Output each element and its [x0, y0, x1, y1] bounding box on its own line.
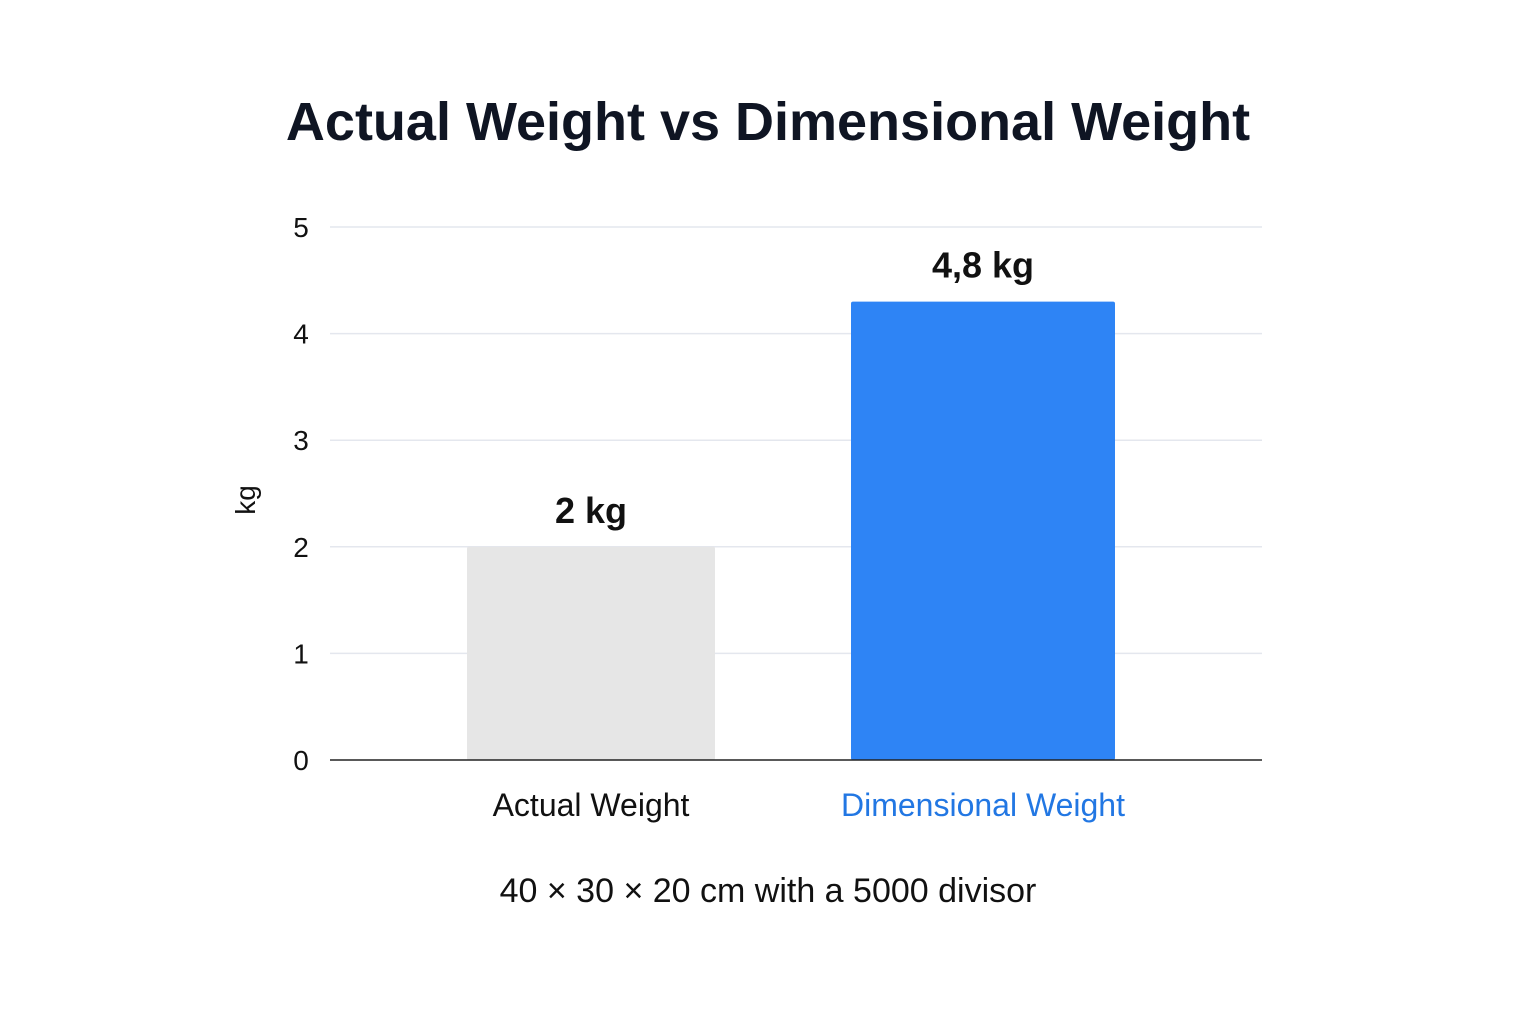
y-axis-ticks: 0 1 2 3 4 5: [293, 212, 309, 776]
bar: [467, 546, 715, 760]
y-axis-title: kg: [230, 485, 261, 515]
chart-title: Actual Weight vs Dimensional Weight: [286, 92, 1250, 152]
y-tick-label: 5: [293, 212, 309, 243]
chart-caption: 40 × 30 × 20 cm with a 5000 divisor: [500, 872, 1037, 910]
y-tick-label: 2: [293, 532, 309, 563]
x-axis-categories: Actual Weight Dimensional Weight: [493, 787, 1126, 823]
y-tick-label: 0: [293, 745, 309, 776]
y-tick-label: 3: [293, 425, 309, 456]
data-labels: 2 kg 4,8 kg: [555, 245, 1034, 531]
x-category-label: Dimensional Weight: [841, 787, 1125, 823]
bar: [851, 301, 1115, 760]
y-tick-label: 4: [293, 319, 309, 350]
y-tick-label: 1: [293, 638, 309, 669]
data-label: 2 kg: [555, 490, 627, 531]
bars: [467, 301, 1115, 760]
x-category-label: Actual Weight: [493, 787, 690, 823]
data-label: 4,8 kg: [932, 245, 1034, 286]
